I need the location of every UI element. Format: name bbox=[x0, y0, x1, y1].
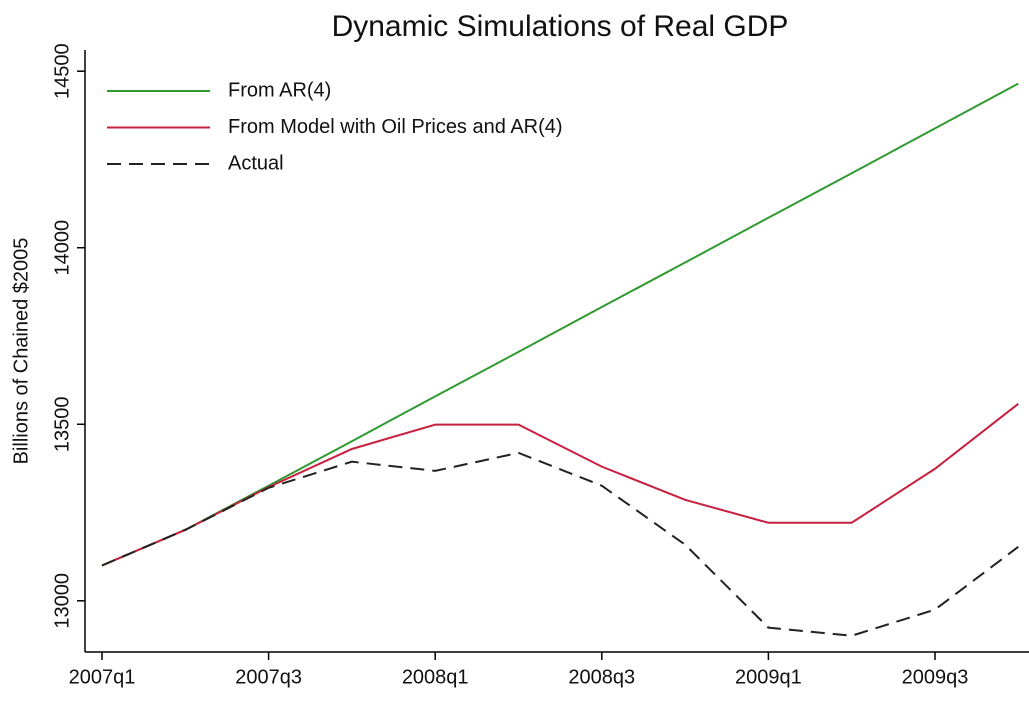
x-tick-label: 2008q3 bbox=[568, 666, 635, 688]
series-line bbox=[101, 82, 1019, 567]
y-tick-label: 14000 bbox=[51, 220, 73, 276]
y-axis-label: Billions of Chained $2005 bbox=[10, 238, 32, 465]
y-tick-label: 14500 bbox=[51, 43, 73, 99]
x-tick-label: 2009q3 bbox=[902, 666, 969, 688]
series-line bbox=[101, 402, 1019, 567]
series-line bbox=[101, 451, 1019, 637]
x-tick-label: 2009q1 bbox=[735, 666, 802, 688]
x-tick-label: 2007q1 bbox=[69, 666, 136, 688]
y-tick-label: 13500 bbox=[51, 396, 73, 452]
x-tick-label: 2007q3 bbox=[235, 666, 302, 688]
chart-title: Dynamic Simulations of Real GDP bbox=[332, 10, 789, 43]
legend-label: Actual bbox=[228, 152, 284, 174]
x-tick-label: 2008q1 bbox=[402, 666, 469, 688]
legend-label: From AR(4) bbox=[228, 79, 331, 101]
y-tick-label: 13000 bbox=[51, 573, 73, 629]
legend-label: From Model with Oil Prices and AR(4) bbox=[228, 116, 563, 138]
